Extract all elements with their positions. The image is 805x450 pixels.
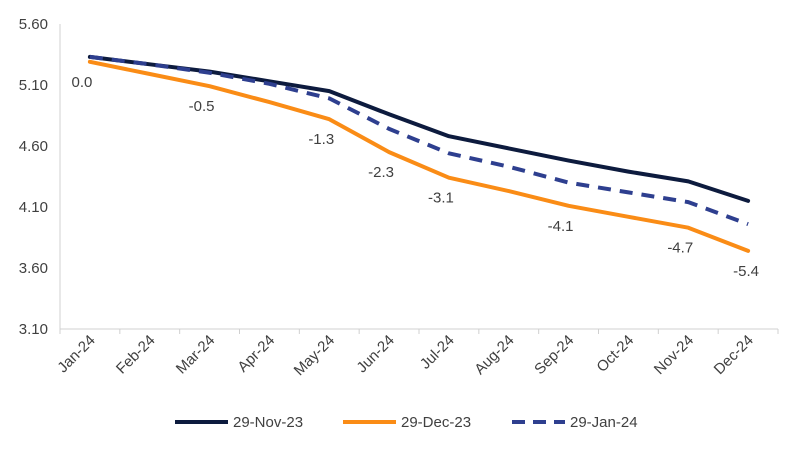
series-line-29-jan-24	[89, 54, 749, 226]
legend-label: 29-Nov-23	[233, 414, 303, 431]
x-tick-label: Jul-24	[417, 332, 458, 373]
data-label: -0.5	[189, 98, 215, 115]
legend-item: 29-Dec-23	[343, 414, 471, 431]
data-label: -4.1	[548, 218, 574, 235]
x-tick-label: Mar-24	[173, 332, 219, 378]
x-tick-label: Nov-24	[651, 332, 697, 378]
legend-label: 29-Dec-23	[401, 414, 471, 431]
series-line-29-nov-23	[87, 54, 751, 203]
x-tick-label: Oct-24	[593, 332, 637, 376]
y-tick-label: 4.60	[19, 138, 48, 155]
data-label: 0.0	[71, 74, 92, 91]
chart-legend: 29-Nov-23 29-Dec-23 29-Jan-24	[175, 414, 638, 431]
x-tick-label: Sep-24	[531, 332, 577, 378]
y-tick-label: 5.60	[19, 16, 48, 33]
data-label: -3.1	[428, 190, 454, 207]
y-tick-label: 3.10	[19, 321, 48, 338]
x-tick-label: Jun-24	[353, 332, 397, 376]
y-tick-label: 5.10	[19, 77, 48, 94]
data-labels: 0.0 -0.5 -1.3 -2.3 -3.1 -4.1 -4.7 -5.4	[71, 74, 759, 280]
series-line-29-dec-23	[87, 59, 751, 253]
series-lines	[87, 54, 751, 253]
y-tick-label: 3.60	[19, 260, 48, 277]
x-axis-labels: Jan-24 Feb-24 Mar-24 Apr-24 May-24 Jun-24 Jul-…	[54, 332, 757, 379]
x-tick-label: Apr-24	[234, 332, 278, 376]
data-label: -1.3	[308, 131, 334, 148]
x-tick-label: Jan-24	[54, 332, 98, 376]
x-tick-label: Feb-24	[113, 332, 159, 378]
y-tick-label: 4.10	[19, 199, 48, 216]
x-tick-label: May-24	[291, 332, 338, 379]
x-tick-label: Dec-24	[711, 332, 757, 378]
y-axis-labels: 3.10 3.60 4.10 4.60 5.10 5.60	[19, 16, 48, 338]
x-tick-label: Aug-24	[471, 332, 517, 378]
axes	[59, 24, 779, 334]
data-label: -4.7	[667, 240, 693, 257]
data-label: -5.4	[733, 263, 759, 280]
legend-item: 29-Jan-24	[512, 414, 638, 431]
legend-label: 29-Jan-24	[570, 414, 638, 431]
data-label: -2.3	[368, 164, 394, 181]
legend-item: 29-Nov-23	[175, 414, 303, 431]
